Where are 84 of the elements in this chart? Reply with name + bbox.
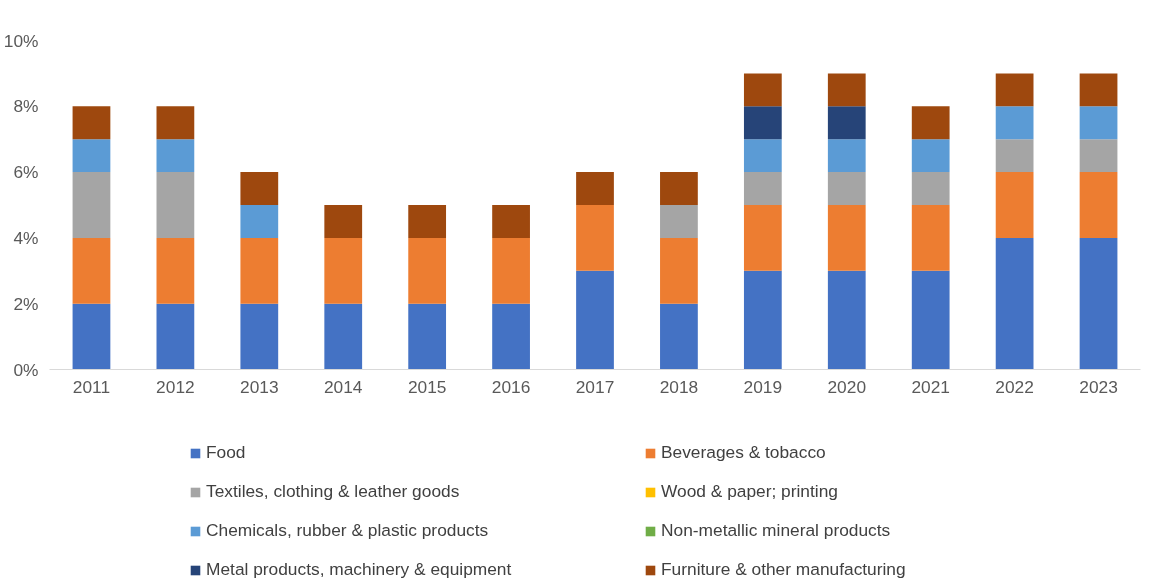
- bar: [576, 205, 614, 271]
- legend-label: Metal products, machinery & equipment: [206, 559, 513, 580]
- x-tick-label: 2018: [659, 376, 699, 397]
- bar: [827, 270, 866, 370]
- bar: [1079, 172, 1118, 238]
- bar: [1079, 139, 1118, 173]
- bar: [995, 139, 1034, 173]
- bar: [995, 237, 1034, 370]
- bar: [995, 172, 1034, 238]
- x-tick-label: 2015: [407, 376, 447, 397]
- bar: [743, 106, 782, 140]
- bar: [911, 139, 950, 173]
- bar: [240, 172, 279, 205]
- bar: [156, 139, 195, 173]
- x-tick-label: 2022: [995, 376, 1034, 397]
- bar: [743, 172, 782, 205]
- bar: [492, 237, 530, 304]
- x-tick-label: 2017: [575, 376, 615, 397]
- bar: [72, 172, 111, 238]
- bar: [408, 237, 447, 304]
- legend-label: Beverages & tobacco: [661, 442, 827, 463]
- bar: [240, 205, 279, 238]
- bar: [1079, 237, 1118, 370]
- bar: [324, 205, 363, 238]
- legend-label: Textiles, clothing & leather goods: [206, 481, 461, 502]
- y-tick-label: 0%: [13, 359, 39, 380]
- bar: [72, 106, 111, 140]
- bar: [72, 139, 111, 173]
- bar: [72, 303, 111, 370]
- bar: [743, 205, 782, 271]
- legend-label: Non-metallic mineral products: [661, 520, 892, 541]
- bar: [240, 237, 279, 304]
- bar: [324, 303, 363, 370]
- x-tick-label: 2014: [323, 376, 363, 397]
- bar: [408, 303, 447, 370]
- bar: [660, 303, 698, 370]
- bar: [995, 106, 1034, 140]
- bar: [408, 205, 447, 238]
- y-tick-label: 6%: [13, 162, 39, 183]
- bar: [827, 205, 866, 271]
- bar: [576, 172, 614, 205]
- bar: [492, 303, 530, 370]
- bar: [911, 106, 950, 140]
- x-tick-label: 2019: [743, 376, 783, 397]
- x-tick-label: 2012: [156, 376, 195, 397]
- x-tick-label: 2013: [240, 376, 279, 397]
- bar: [911, 270, 950, 370]
- x-tick-label: 2011: [72, 376, 111, 397]
- bar: [911, 172, 950, 205]
- bar: [156, 172, 195, 238]
- legend-label: Wood & paper; printing: [661, 481, 839, 502]
- bar: [660, 237, 698, 304]
- legend-label: Chemicals, rubber & plastic products: [206, 520, 490, 541]
- x-tick-label: 2021: [911, 376, 950, 397]
- bar: [911, 205, 950, 271]
- bar: [743, 73, 782, 107]
- bar: [743, 139, 782, 173]
- bar: [1079, 106, 1118, 140]
- x-tick-label: 2020: [827, 376, 867, 397]
- bar: [156, 303, 195, 370]
- bar: [1079, 73, 1118, 107]
- y-tick-label: 8%: [13, 96, 39, 117]
- bar: [156, 237, 195, 304]
- legend-label: Furniture & other manufacturing: [661, 559, 907, 580]
- y-tick-label: 10%: [3, 30, 39, 51]
- bar: [827, 106, 866, 140]
- x-tick-label: 2023: [1079, 376, 1118, 397]
- bar: [995, 73, 1034, 107]
- bar: [660, 205, 698, 238]
- x-tick-label: 2016: [491, 376, 531, 397]
- bar: [743, 270, 782, 370]
- bar: [827, 73, 866, 107]
- bar: [324, 237, 363, 304]
- bar: [827, 172, 866, 205]
- bar: [240, 303, 279, 370]
- legend-label: Food: [206, 442, 247, 463]
- bar: [156, 106, 195, 140]
- bar: [492, 205, 530, 238]
- bar: [72, 237, 111, 304]
- bar: [576, 270, 614, 370]
- bar: [827, 139, 866, 173]
- y-tick-label: 2%: [13, 293, 39, 314]
- y-tick-label: 4%: [13, 227, 39, 248]
- bar: [660, 172, 698, 205]
